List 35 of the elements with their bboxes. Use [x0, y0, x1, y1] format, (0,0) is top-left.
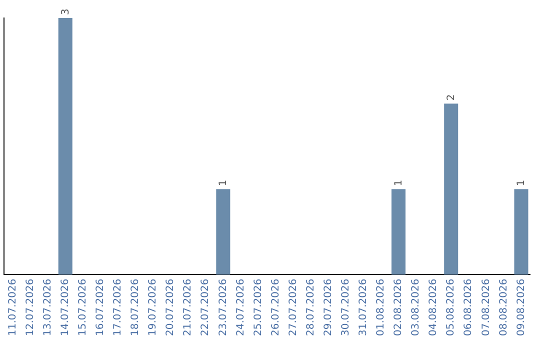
x-tick-label: 03.08.2026 — [410, 278, 422, 336]
data-label: 1 — [394, 180, 404, 186]
x-tick-label: 15.07.2026 — [77, 278, 88, 336]
x-tick-label: 27.07.2026 — [288, 278, 299, 336]
x-tick-label: 31.07.2026 — [358, 278, 370, 336]
x-tick-label: 23.07.2026 — [218, 278, 229, 336]
x-tick-label: 04.08.2026 — [428, 278, 440, 336]
x-tick-label: 09.08.2026 — [516, 278, 527, 336]
x-tick-label: 11.07.2026 — [7, 278, 18, 336]
x-tick-label: 28.07.2026 — [305, 278, 316, 336]
data-label: 2 — [446, 94, 458, 101]
x-tick-label: 21.07.2026 — [182, 278, 194, 336]
data-label: 1 — [218, 180, 230, 186]
x-tick-label: 20.07.2026 — [165, 278, 176, 336]
x-tick-label: 26.07.2026 — [270, 278, 282, 336]
x-tick-label: 06.08.2026 — [463, 278, 474, 336]
x-tick-label: 01.08.2026 — [376, 278, 387, 336]
x-tick-label: 05.08.2026 — [446, 278, 457, 336]
x-tick-label: 12.07.2026 — [24, 278, 36, 336]
x-tick-label: 16.07.2026 — [95, 278, 106, 336]
x-tick-label: 25.07.2026 — [252, 278, 264, 336]
x-tick-label: 22.07.2026 — [200, 278, 212, 336]
x-tick-label: 18.07.2026 — [130, 278, 142, 336]
data-label: 1 — [516, 180, 528, 186]
x-tick-label: 08.08.2026 — [498, 278, 510, 336]
x-tick-label: 24.07.2026 — [235, 278, 246, 336]
x-tick-label: 07.08.2026 — [480, 278, 492, 336]
data-label: 3 — [60, 8, 72, 15]
x-tick-label: 19.07.2026 — [148, 278, 159, 336]
x-tick-label: 29.07.2026 — [322, 278, 334, 336]
x-tick-label: 30.07.2026 — [340, 278, 352, 336]
x-tick-label: 02.08.2026 — [393, 278, 404, 336]
x-tick-label: 13.07.2026 — [42, 278, 54, 336]
x-tick-label: 17.07.2026 — [112, 278, 124, 336]
x-tick-label: 14.07.2026 — [60, 278, 71, 336]
